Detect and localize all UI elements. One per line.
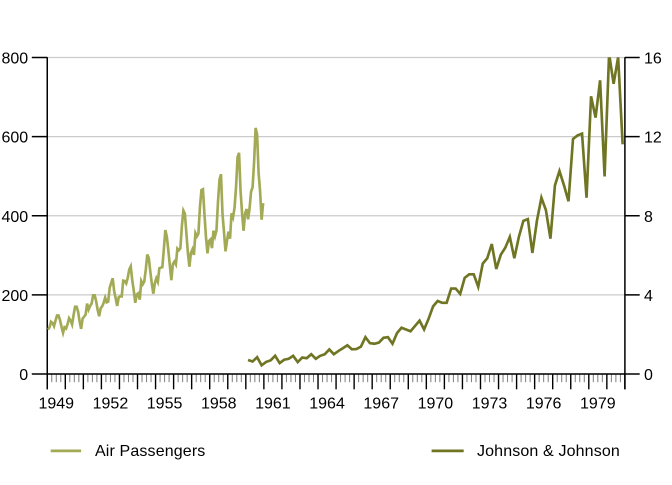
svg-text:1952: 1952 xyxy=(93,396,129,413)
svg-text:0: 0 xyxy=(19,367,28,384)
svg-text:1967: 1967 xyxy=(363,396,399,413)
svg-text:12: 12 xyxy=(644,130,662,147)
svg-text:200: 200 xyxy=(1,288,28,305)
svg-text:8: 8 xyxy=(644,209,653,226)
svg-text:16: 16 xyxy=(644,51,662,68)
svg-text:1955: 1955 xyxy=(147,396,183,413)
svg-text:600: 600 xyxy=(1,130,28,147)
svg-text:1970: 1970 xyxy=(418,396,454,413)
svg-text:Johnson & Johnson: Johnson & Johnson xyxy=(477,443,620,460)
svg-text:0: 0 xyxy=(644,367,653,384)
svg-text:1973: 1973 xyxy=(472,396,508,413)
svg-text:1979: 1979 xyxy=(580,396,616,413)
svg-text:1961: 1961 xyxy=(255,396,291,413)
svg-text:400: 400 xyxy=(1,209,28,226)
svg-text:1958: 1958 xyxy=(201,396,237,413)
svg-text:1949: 1949 xyxy=(38,396,74,413)
svg-text:4: 4 xyxy=(644,288,653,305)
svg-text:1964: 1964 xyxy=(309,396,345,413)
svg-text:Air Passengers: Air Passengers xyxy=(95,443,205,460)
svg-text:1976: 1976 xyxy=(526,396,562,413)
svg-text:800: 800 xyxy=(1,51,28,68)
